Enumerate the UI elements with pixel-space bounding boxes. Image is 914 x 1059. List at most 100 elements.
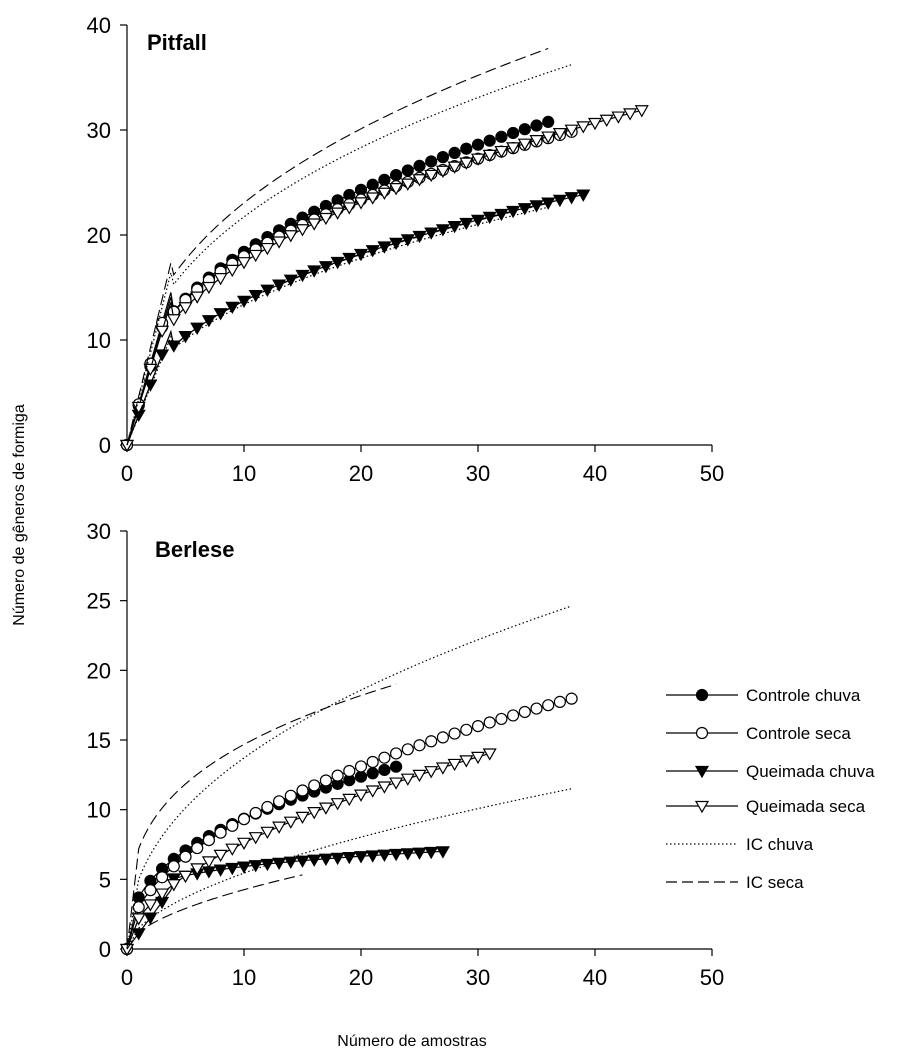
- legend-entry: Controle chuva: [666, 686, 861, 705]
- data-point-queimada-seca: [178, 870, 193, 884]
- data-point-queimada-seca: [236, 257, 252, 270]
- data-point-controle-chuva: [530, 119, 543, 132]
- data-point-queimada-seca: [236, 837, 252, 851]
- y-tick-label: 10: [87, 328, 111, 353]
- data-point-controle-seca: [483, 716, 496, 729]
- data-point-queimada-seca: [529, 135, 544, 148]
- berlese-panel: Berlese 0 5 10 15 20 25 30 0 10 20 30 40 50: [87, 519, 725, 990]
- data-point-controle-chuva: [506, 126, 520, 140]
- data-point-queimada-seca: [623, 108, 638, 121]
- data-point-controle-chuva: [483, 134, 496, 147]
- x-tick-label: 30: [466, 461, 490, 486]
- data-point-queimada-seca: [178, 302, 193, 315]
- data-point-queimada-chuva: [225, 862, 240, 876]
- data-point-queimada-chuva: [389, 237, 404, 251]
- data-point-queimada-seca: [342, 793, 357, 807]
- data-point-queimada-seca: [131, 913, 146, 926]
- data-point-queimada-chuva: [424, 846, 439, 860]
- y-tick-label: 10: [87, 798, 111, 823]
- data-point-queimada-chuva: [283, 274, 298, 287]
- data-point-controle-seca: [132, 901, 145, 914]
- data-point-queimada-seca: [248, 832, 263, 845]
- data-point-controle-seca: [390, 747, 403, 760]
- data-point-queimada-seca: [225, 843, 240, 856]
- data-point-controle-seca: [319, 774, 332, 787]
- data-point-controle-seca: [530, 702, 543, 715]
- data-point-controle-chuva: [436, 151, 449, 164]
- data-point-queimada-seca: [459, 755, 474, 768]
- series-line-ic-seca-upper: [126, 47, 549, 446]
- data-point-controle-seca: [273, 795, 286, 808]
- data-point-queimada-seca: [190, 291, 205, 304]
- data-point-controle-chuva: [518, 123, 531, 136]
- data-point-queimada-seca: [248, 249, 263, 263]
- data-point-controle-seca: [565, 692, 578, 705]
- x-tick-label: 20: [349, 965, 373, 990]
- series-line-ic-seca-lower: [126, 202, 549, 446]
- data-point-controle-seca: [202, 833, 215, 847]
- data-point-queimada-chuva: [435, 224, 450, 237]
- data-point-queimada-chuva: [342, 252, 357, 266]
- x-tick-label: 10: [232, 461, 256, 486]
- berlese-panel-title: Berlese: [155, 537, 235, 562]
- data-point-queimada-seca: [389, 777, 404, 790]
- y-tick-label: 0: [99, 433, 111, 458]
- data-point-queimada-seca: [435, 762, 450, 775]
- data-point-controle-chuva: [390, 760, 403, 773]
- data-point-controle-seca: [460, 723, 473, 736]
- data-point-controle-seca: [156, 871, 169, 884]
- data-point-queimada-seca: [272, 236, 287, 249]
- data-point-queimada-seca: [225, 264, 240, 278]
- series-line-queimada-chuva: [126, 194, 584, 446]
- legend-label: Queimada chuva: [746, 762, 875, 781]
- data-point-controle-seca: [308, 779, 321, 792]
- x-tick-label: 30: [466, 965, 490, 990]
- x-tick-label: 50: [700, 461, 724, 486]
- data-point-queimada-seca: [564, 124, 579, 137]
- legend-label: IC seca: [746, 873, 804, 892]
- data-point-queimada-chuva: [272, 857, 287, 871]
- data-point-queimada-seca: [424, 169, 439, 183]
- data-point-queimada-seca: [506, 142, 521, 155]
- series-line-ic-seca-upper: [126, 683, 397, 950]
- data-point-queimada-seca: [213, 273, 228, 286]
- data-point-queimada-seca: [213, 849, 228, 863]
- data-point-controle-chuva: [366, 767, 379, 780]
- data-point-controle-chuva: [366, 178, 379, 191]
- legend-entry: IC seca: [666, 873, 804, 892]
- data-point-queimada-seca: [470, 751, 486, 765]
- data-point-controle-chuva: [378, 173, 391, 186]
- data-point-queimada-chuva: [552, 194, 567, 208]
- data-point-queimada-seca: [424, 766, 439, 779]
- data-point-controle-seca: [471, 720, 485, 733]
- data-point-queimada-seca: [353, 197, 369, 210]
- legend-marker-filled-triangle-down: [694, 765, 710, 779]
- data-point-queimada-seca: [365, 785, 380, 798]
- data-point-controle-seca: [284, 789, 297, 802]
- data-point-controle-seca: [179, 850, 192, 863]
- data-point-queimada-chuva: [576, 189, 591, 202]
- data-point-queimada-chuva: [400, 848, 415, 861]
- data-point-controle-seca: [553, 695, 567, 708]
- data-point-controle-seca: [261, 800, 274, 814]
- data-point-queimada-chuva: [213, 864, 228, 877]
- data-point-controle-chuva: [448, 146, 461, 159]
- data-point-queimada-chuva: [529, 200, 544, 213]
- x-tick-label: 10: [232, 965, 256, 990]
- data-point-queimada-seca: [576, 121, 591, 134]
- data-point-queimada-seca: [353, 789, 369, 802]
- data-point-controle-seca: [495, 712, 508, 726]
- series-line-ic-chuva-upper: [126, 605, 572, 950]
- data-point-queimada-seca: [447, 758, 462, 772]
- data-point-queimada-seca: [283, 816, 298, 829]
- series-line-ic-chuva-lower: [126, 206, 549, 446]
- data-point-queimada-seca: [330, 207, 345, 220]
- data-point-controle-seca: [366, 755, 379, 769]
- data-point-controle-seca: [413, 739, 426, 752]
- x-tick-label: 40: [583, 461, 607, 486]
- data-point-queimada-seca: [318, 802, 333, 815]
- data-point-controle-seca: [448, 727, 461, 740]
- data-point-queimada-seca: [400, 773, 415, 786]
- series-line-queimada-chuva: [126, 850, 443, 950]
- y-tick-label: 0: [99, 937, 111, 962]
